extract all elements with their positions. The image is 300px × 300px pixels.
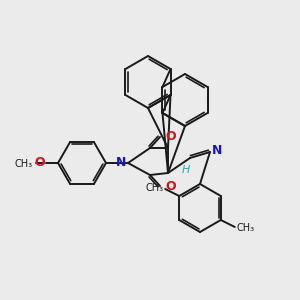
Text: CH₃: CH₃	[15, 159, 33, 169]
Text: CH₃: CH₃	[145, 183, 163, 193]
Text: O: O	[34, 157, 45, 169]
Text: O: O	[165, 179, 175, 193]
Text: CH₃: CH₃	[237, 223, 255, 233]
Text: O: O	[165, 130, 175, 143]
Text: H: H	[182, 165, 190, 175]
Text: N: N	[212, 145, 222, 158]
Text: N: N	[116, 157, 126, 169]
